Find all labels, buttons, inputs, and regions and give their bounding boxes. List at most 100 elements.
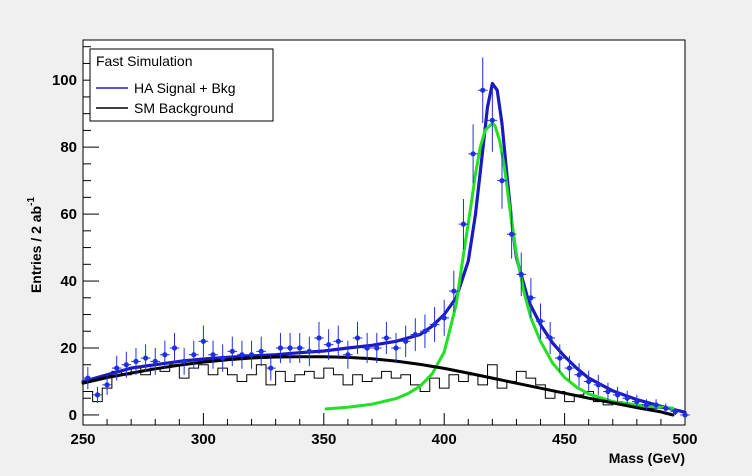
point-marker — [239, 352, 245, 358]
data-point — [641, 399, 652, 411]
data-point — [140, 344, 151, 372]
y-axis-title-superscript: -1 — [26, 197, 37, 206]
point-marker — [663, 405, 669, 411]
data-point — [169, 332, 180, 364]
point-marker — [152, 358, 158, 364]
data-point — [131, 348, 141, 375]
point-marker — [258, 348, 264, 354]
data-point — [237, 340, 247, 369]
point-marker — [171, 345, 178, 351]
background-histogram — [83, 364, 685, 413]
point-marker — [412, 332, 418, 338]
point-marker — [181, 358, 187, 364]
data-point — [477, 57, 488, 124]
point-marker — [326, 342, 332, 348]
point-marker — [653, 402, 659, 408]
y-tick-label: 100 — [52, 72, 77, 89]
point-marker — [316, 335, 322, 341]
curve-ha-signal-bkg — [81, 81, 687, 414]
point-marker — [85, 375, 91, 381]
point-marker — [537, 318, 544, 324]
data-point — [83, 367, 93, 390]
point-marker — [200, 338, 206, 344]
point-marker — [605, 388, 611, 395]
y-tick-label: 80 — [60, 139, 77, 156]
data-point — [381, 321, 392, 355]
data-point — [670, 408, 681, 415]
data-point — [603, 382, 613, 401]
data-point — [227, 336, 238, 367]
data-point — [680, 412, 690, 418]
data-points — [83, 57, 690, 418]
point-marker — [114, 365, 120, 371]
data-point — [188, 340, 199, 369]
y-tick-label: 0 — [69, 407, 77, 424]
data-point — [439, 299, 450, 336]
x-tick-label: 400 — [432, 431, 457, 448]
data-point — [458, 199, 469, 250]
point-marker — [470, 151, 476, 157]
point-marker — [528, 295, 534, 301]
data-point — [554, 344, 565, 372]
data-point — [400, 325, 411, 358]
y-tick-label: 40 — [60, 273, 77, 290]
data-point — [526, 278, 536, 318]
point-marker — [345, 352, 351, 358]
point-marker — [624, 395, 630, 401]
point-marker — [383, 335, 390, 341]
point-marker — [634, 398, 640, 405]
sm-background-histogram — [83, 364, 685, 413]
point-marker — [422, 328, 428, 334]
data-point — [285, 332, 295, 364]
data-point — [294, 332, 305, 364]
point-marker — [248, 352, 255, 358]
point-marker — [431, 321, 438, 328]
point-marker — [104, 382, 110, 388]
data-point — [420, 314, 430, 348]
data-point — [651, 399, 661, 411]
data-point — [429, 307, 440, 342]
data-point — [266, 355, 276, 381]
point-marker — [557, 355, 563, 361]
point-marker — [547, 335, 553, 341]
point-marker — [133, 358, 139, 364]
curve-signal — [324, 122, 675, 411]
data-point — [246, 340, 257, 369]
point-marker — [586, 378, 592, 385]
x-tick-label: 300 — [191, 431, 216, 448]
point-marker — [191, 352, 197, 358]
data-point — [487, 88, 498, 152]
data-point — [468, 124, 478, 184]
fit-curves — [81, 81, 687, 417]
data-point — [622, 390, 633, 406]
point-marker — [364, 345, 370, 351]
data-point — [583, 370, 594, 393]
data-point — [256, 336, 267, 367]
data-point — [343, 340, 353, 369]
x-tick-label: 450 — [552, 431, 577, 448]
data-point — [333, 325, 344, 358]
y-axis-title: Entries / 2 ab — [28, 206, 44, 293]
point-marker — [451, 288, 457, 294]
data-point — [323, 329, 334, 361]
point-marker — [643, 402, 650, 408]
data-point — [612, 386, 623, 403]
data-point — [208, 340, 218, 369]
curve-sm-background — [81, 355, 675, 417]
point-marker — [441, 315, 447, 321]
data-point — [179, 348, 189, 375]
data-point — [391, 332, 401, 364]
point-marker — [94, 392, 101, 398]
data-point — [574, 363, 584, 387]
data-point — [198, 325, 209, 358]
data-point — [410, 318, 421, 352]
data-point — [304, 336, 315, 367]
data-point — [217, 344, 228, 372]
data-point — [314, 321, 324, 355]
data-point — [545, 321, 555, 355]
data-point — [371, 332, 382, 364]
data-point — [506, 209, 517, 259]
point-marker — [614, 392, 621, 398]
point-marker — [566, 365, 573, 371]
